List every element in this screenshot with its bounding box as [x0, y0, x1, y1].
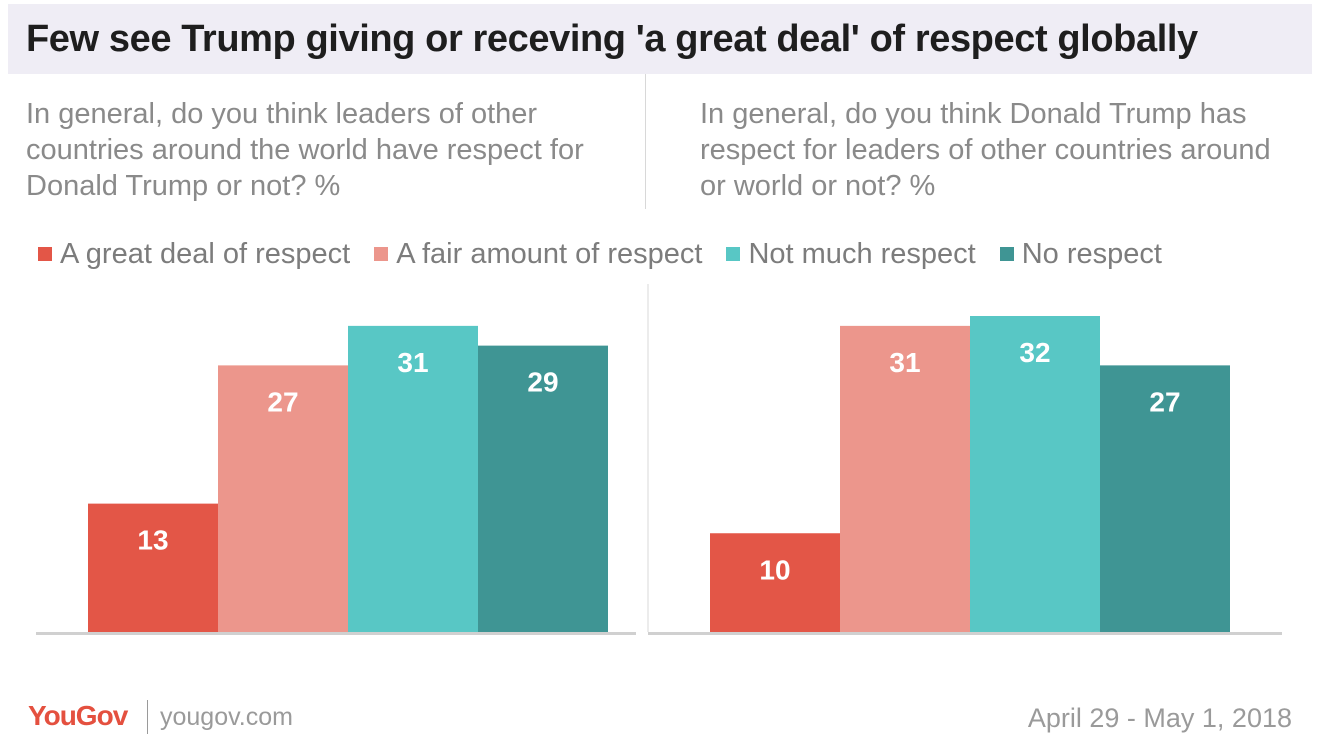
bar-value-label: 27 — [1149, 386, 1180, 417]
legend-label: No respect — [1021, 237, 1162, 270]
bar-right-2 — [970, 316, 1100, 632]
bar-left-0 — [88, 503, 218, 632]
bar-value-label: 32 — [1019, 337, 1050, 368]
question-right: In general, do you think Donald Trump ha… — [700, 98, 1271, 202]
legend-swatch — [374, 247, 389, 261]
footer-separator — [147, 700, 148, 734]
bar-value-label: 29 — [527, 367, 558, 398]
question-left: In general, do you think leaders of othe… — [26, 98, 584, 202]
legend-item-fair-amount: A fair amount of respect — [374, 238, 702, 271]
legend-label: A great deal of respect — [60, 237, 351, 270]
footer-url[interactable]: yougov.com — [160, 703, 293, 731]
panel-divider — [645, 74, 646, 209]
bar-right-0 — [710, 533, 840, 632]
bar-right-3 — [1100, 365, 1230, 632]
bar-value-label: 31 — [889, 347, 920, 378]
page-title: Few see Trump giving or receving 'a grea… — [26, 18, 1198, 60]
footer-date: April 29 - May 1, 2018 — [1027, 703, 1292, 733]
bar-left-3 — [478, 345, 608, 632]
legend-swatch — [38, 247, 52, 261]
legend-item-great-deal: A great deal of respect — [38, 238, 350, 271]
bar-value-label: 31 — [397, 347, 428, 378]
legend-label: A fair amount of respect — [396, 237, 703, 270]
legend-item-not-much: Not much respect — [726, 237, 976, 271]
bar-value-label: 13 — [137, 525, 168, 556]
bar-value-label: 10 — [759, 554, 790, 585]
legend: A great deal of respect A fair amount of… — [38, 234, 1162, 274]
title-band: Few see Trump giving or receving 'a grea… — [8, 4, 1312, 74]
bar-left-2 — [348, 325, 478, 632]
legend-swatch — [999, 247, 1014, 261]
bar-value-label: 27 — [267, 386, 298, 417]
legend-label: Not much respect — [748, 237, 976, 270]
bar-left-1 — [218, 365, 348, 632]
bar-right-1 — [840, 325, 970, 632]
yougov-logo: YouGov — [28, 700, 128, 731]
legend-item-no-respect: No respect — [999, 237, 1162, 271]
legend-swatch — [726, 247, 741, 261]
